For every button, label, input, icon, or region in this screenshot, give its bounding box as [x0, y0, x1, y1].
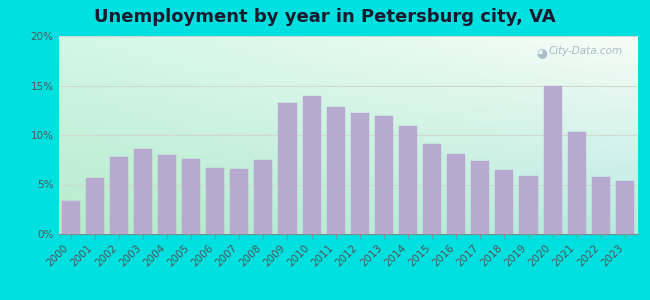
Bar: [423, 144, 441, 234]
Bar: [519, 176, 538, 234]
Bar: [110, 157, 128, 234]
Bar: [327, 107, 344, 234]
Bar: [302, 96, 320, 234]
Bar: [230, 169, 248, 234]
Bar: [182, 159, 200, 234]
Text: City-Data.com: City-Data.com: [549, 46, 623, 56]
Text: ◕: ◕: [536, 46, 547, 59]
Text: Unemployment by year in Petersburg city, VA: Unemployment by year in Petersburg city,…: [94, 8, 556, 26]
Bar: [86, 178, 104, 234]
Bar: [62, 201, 79, 234]
Bar: [616, 181, 634, 234]
Bar: [471, 161, 489, 234]
Bar: [375, 116, 393, 234]
Bar: [495, 169, 514, 234]
Bar: [254, 160, 272, 234]
Bar: [447, 154, 465, 234]
Bar: [592, 177, 610, 234]
Bar: [134, 149, 152, 234]
Bar: [158, 155, 176, 234]
Bar: [351, 113, 369, 234]
Bar: [206, 168, 224, 234]
Bar: [567, 132, 586, 234]
Bar: [399, 126, 417, 234]
Bar: [543, 86, 562, 234]
Bar: [278, 103, 296, 234]
